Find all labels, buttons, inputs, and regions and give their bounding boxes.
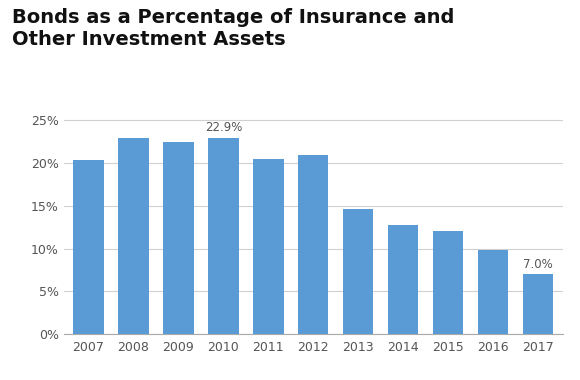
Bar: [253, 159, 284, 334]
Bar: [478, 250, 508, 334]
Bar: [163, 142, 194, 334]
Bar: [388, 225, 418, 334]
Text: Bonds as a Percentage of Insurance and
Other Investment Assets: Bonds as a Percentage of Insurance and O…: [12, 8, 454, 49]
Bar: [343, 209, 374, 334]
Bar: [208, 138, 238, 334]
Bar: [118, 138, 148, 334]
Bar: [433, 231, 463, 334]
Bar: [523, 274, 553, 334]
Bar: [73, 160, 104, 334]
Bar: [298, 155, 328, 334]
Text: 22.9%: 22.9%: [205, 121, 242, 135]
Text: 7.0%: 7.0%: [523, 258, 553, 271]
